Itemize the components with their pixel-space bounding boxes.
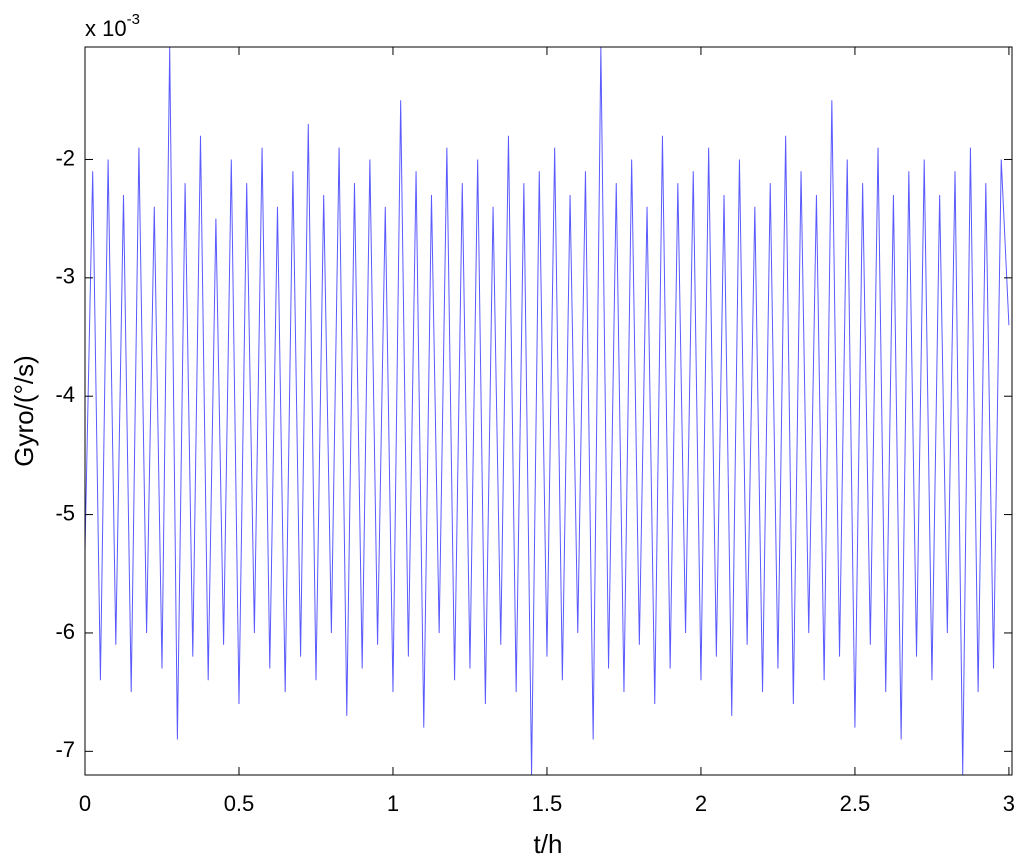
- y-tick-label: -7: [55, 737, 75, 762]
- y-multiplier-exponent: -3: [127, 11, 140, 28]
- y-tick-label: -2: [55, 145, 75, 170]
- x-tick-label: 1.5: [532, 791, 563, 816]
- x-tick-label: 3: [1003, 791, 1015, 816]
- y-tick-label: -3: [55, 264, 75, 289]
- x-axis-label: t/h: [534, 829, 563, 859]
- y-tick-label: -4: [55, 382, 75, 407]
- plot-frame: [84, 46, 1013, 776]
- y-tick-label: -6: [55, 619, 75, 644]
- x-tick-label: 1: [387, 791, 399, 816]
- y-axis-label: Gyro/(°/s): [9, 355, 39, 467]
- x-tick-label: 0: [79, 791, 91, 816]
- x-tick-label: 2: [695, 791, 707, 816]
- x-tick-label: 0.5: [224, 791, 255, 816]
- y-tick-label: -5: [55, 500, 75, 525]
- x-tick-label: 2.5: [840, 791, 871, 816]
- y-multiplier-base: x 10: [85, 16, 127, 41]
- data-line: [84, 46, 1010, 776]
- y-multiplier: x 10-3: [85, 11, 140, 41]
